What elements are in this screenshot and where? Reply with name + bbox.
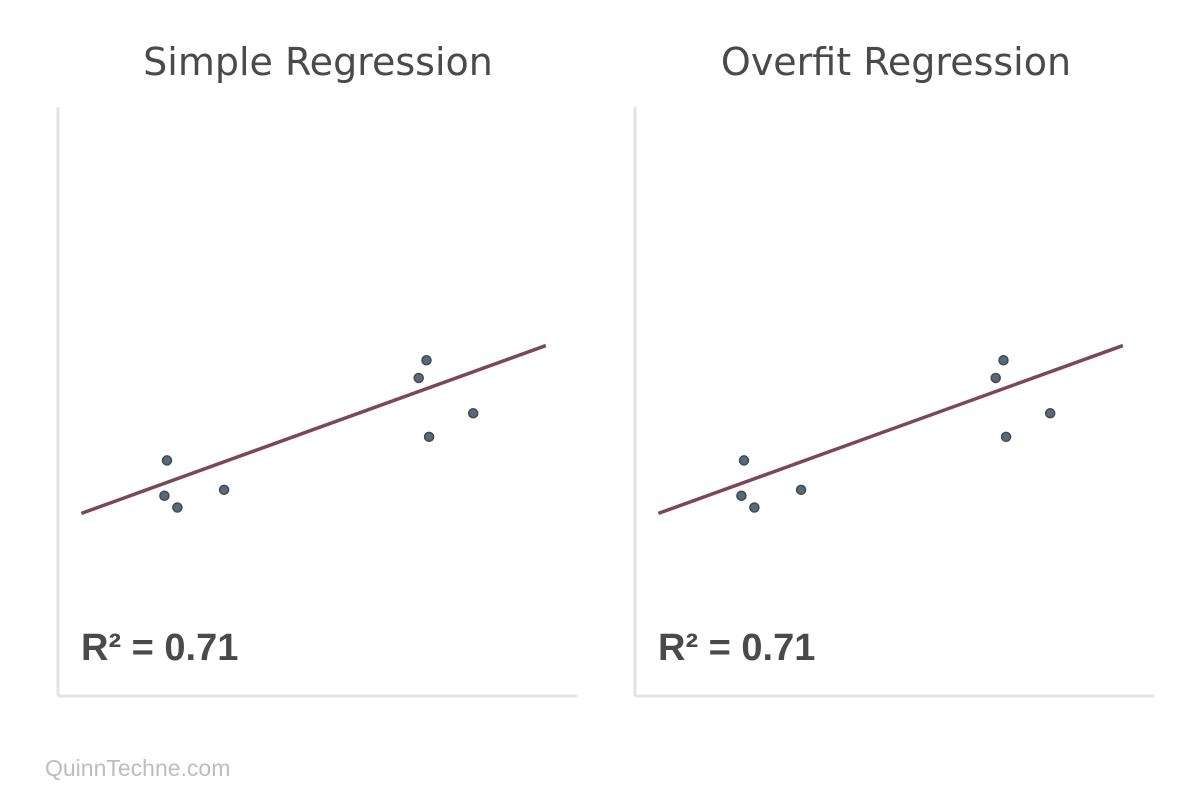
data-point: [421, 355, 432, 366]
data-point: [1000, 431, 1012, 443]
data-point: [161, 455, 173, 466]
panel-simple-regression: Simple Regression R² = 0.71: [56, 40, 577, 698]
data-point: [159, 490, 170, 501]
panel-overfit-regression: Overfit Regression R² = 0.71: [633, 40, 1154, 698]
data-point: [467, 408, 479, 419]
watermark-text: QuinnTechne.com: [45, 755, 231, 781]
panel-title: Simple Regression: [143, 40, 493, 84]
data-point: [749, 502, 760, 513]
regression-line: [80, 343, 547, 516]
data-point: [738, 455, 750, 466]
data-point: [172, 502, 183, 513]
data-point: [736, 490, 747, 501]
data-point: [218, 484, 230, 496]
plot-marks: [657, 343, 1124, 516]
data-point: [413, 372, 424, 384]
regression-line: [657, 343, 1124, 516]
panel-title: Overfit Regression: [721, 40, 1071, 84]
data-point: [990, 372, 1001, 384]
r-squared-label: R² = 0.71: [81, 627, 238, 669]
plot-marks: [80, 343, 547, 516]
data-point: [1044, 408, 1056, 419]
data-point: [423, 431, 435, 443]
data-point: [998, 355, 1009, 366]
data-point: [795, 484, 807, 496]
r-squared-label: R² = 0.71: [658, 627, 815, 669]
